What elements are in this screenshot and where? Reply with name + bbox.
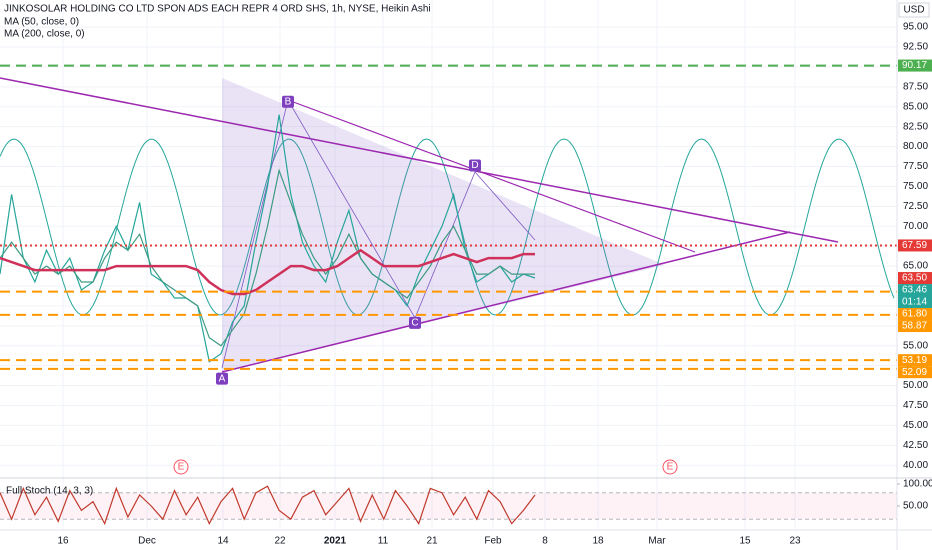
y-tick-label: 82.50	[903, 121, 928, 132]
y-tick-label: 95.00	[903, 22, 928, 33]
pattern-label: D	[471, 160, 478, 171]
y-tick-label: 70.00	[903, 221, 928, 232]
price-label: 53.19	[902, 355, 927, 366]
trendline	[287, 99, 696, 253]
countdown: 01:14	[902, 297, 927, 308]
price-label-box	[898, 308, 932, 321]
x-tick-label: 2021	[324, 536, 347, 547]
stoch-tick-label: 100.00	[903, 479, 932, 490]
price-label: 63.46	[902, 285, 927, 296]
y-tick-label: 45.00	[903, 420, 928, 431]
triangle-shade	[222, 78, 665, 372]
x-tick-label: 18	[592, 536, 604, 547]
y-tick-label: 72.50	[903, 201, 928, 212]
indicator-title: Full Stoch (14, 3, 3)	[6, 486, 93, 497]
pattern-point	[469, 159, 481, 172]
x-tick-label: 8	[542, 536, 548, 547]
y-tick-label: 85.00	[903, 101, 928, 112]
legend-entry: MA (50, close, 0)	[4, 17, 79, 28]
y-tick-label: 55.00	[903, 340, 928, 351]
grid	[0, 0, 897, 530]
x-tick-label: 21	[426, 536, 438, 547]
price-label-box	[898, 284, 932, 309]
pattern-point	[409, 316, 421, 329]
pattern-label: C	[411, 318, 418, 329]
price-line	[0, 114, 536, 363]
pattern-label: A	[219, 373, 226, 384]
x-tick-label: 22	[274, 536, 286, 547]
y-tick-label: 80.00	[903, 141, 928, 152]
event-marker	[173, 459, 189, 475]
event-label: E	[667, 462, 674, 473]
price-label: 52.09	[902, 367, 927, 378]
trendline	[221, 231, 791, 373]
currency-box	[898, 2, 930, 18]
stoch-line	[0, 485, 536, 526]
y-tick-label: 77.50	[903, 161, 928, 172]
cycle-wave	[0, 138, 895, 316]
pattern-point	[216, 372, 228, 385]
price-label: 63.50	[902, 273, 927, 284]
y-tick-label: 47.50	[903, 400, 928, 411]
moving-average	[0, 248, 535, 296]
x-tick-label: Mar	[648, 536, 666, 547]
plot	[0, 64, 897, 526]
price-label-box	[898, 272, 932, 285]
x-tick-label: 15	[739, 536, 751, 547]
legend-entry: MA (200, close, 0)	[4, 29, 85, 40]
x-tick-label: 16	[57, 536, 69, 547]
price-label-box	[898, 354, 932, 367]
y-tick-label: 42.50	[903, 440, 928, 451]
moving-average	[0, 168, 535, 347]
y-tick-label: 75.00	[903, 181, 928, 192]
x-tick-label: Dec	[138, 536, 156, 547]
price-label: 67.59	[902, 240, 927, 251]
currency: USD	[903, 5, 924, 16]
price-label-box	[898, 239, 932, 252]
x-tick-label: 11	[378, 536, 389, 547]
y-tick-label: 50.00	[903, 380, 928, 391]
trendline	[0, 77, 839, 243]
stoch-tick-label: 50.00	[903, 501, 928, 512]
event-marker	[662, 459, 678, 475]
y-tick-label: 40.00	[903, 460, 928, 471]
drawings	[0, 77, 895, 373]
chart-title: JINKOSOLAR HOLDING CO LTD SPON ADS EACH …	[4, 4, 431, 15]
price-label: 61.80	[902, 309, 927, 320]
price-label-box	[898, 320, 932, 333]
price-label: 90.17	[902, 60, 927, 71]
y-tick-label: 87.50	[903, 81, 928, 92]
x-tick-label: 14	[217, 536, 229, 547]
pattern-label: B	[285, 96, 292, 107]
x-tick-label: 23	[789, 536, 801, 547]
price-label-box	[898, 59, 932, 72]
x-tick-label: Feb	[484, 536, 502, 547]
pattern-point	[282, 95, 294, 108]
y-tick-label: 92.50	[903, 42, 928, 53]
y-tick-label: 65.00	[903, 261, 928, 272]
price-label: 58.87	[902, 321, 927, 332]
event-label: E	[178, 462, 185, 473]
price-label-box	[898, 366, 932, 379]
